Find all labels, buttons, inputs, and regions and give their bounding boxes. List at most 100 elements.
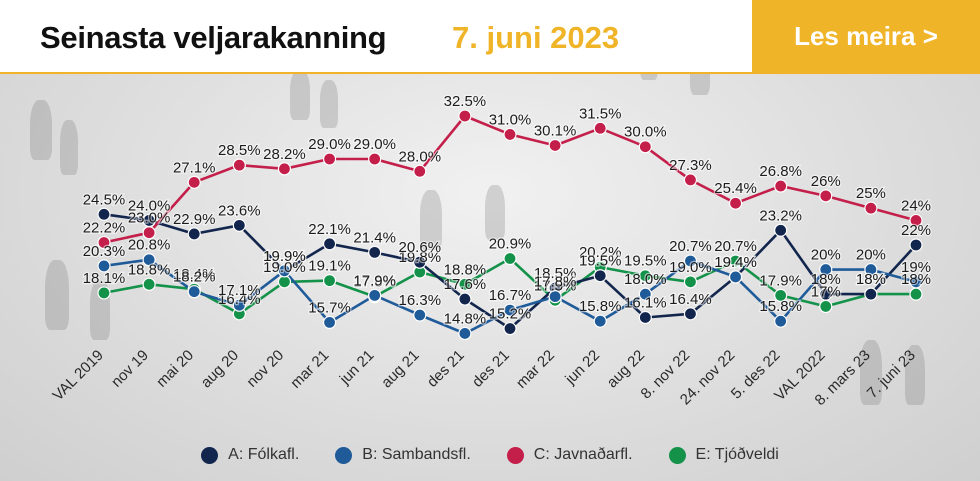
data-label-e: 18.8% xyxy=(444,261,487,278)
data-point-e xyxy=(458,277,472,291)
data-point-b xyxy=(503,303,517,317)
data-label-c: 25% xyxy=(856,185,886,202)
data-point-b xyxy=(819,262,833,277)
data-label-c: 26.8% xyxy=(759,163,802,180)
data-label-c: 22.2% xyxy=(83,220,126,237)
data-point-e xyxy=(322,274,337,288)
data-point-b xyxy=(774,314,788,328)
x-tick-label: mar 22 xyxy=(513,347,558,392)
legend-dot-icon xyxy=(335,446,353,464)
data-label-c: 25.4% xyxy=(714,180,757,197)
legend-item-c: C: Javnaðarfl. xyxy=(506,446,633,464)
data-point-b xyxy=(232,298,246,312)
data-label-c: 29.0% xyxy=(353,136,396,153)
data-label-c: 23.0% xyxy=(128,210,171,227)
x-tick-label: aug 22 xyxy=(604,347,648,391)
data-label-a: 18.5% xyxy=(534,265,577,282)
data-point-b xyxy=(187,285,201,299)
data-point-b xyxy=(322,315,337,329)
data-point-a xyxy=(413,255,427,269)
data-point-c xyxy=(909,213,923,228)
data-point-b xyxy=(728,270,743,284)
data-point-e xyxy=(774,288,788,302)
data-point-c xyxy=(187,175,201,189)
data-point-e xyxy=(909,287,923,301)
data-point-a xyxy=(774,223,788,237)
background-figure xyxy=(860,340,882,405)
x-tick-label: aug 20 xyxy=(198,347,242,391)
poll-date: 7. juni 2023 xyxy=(452,20,620,55)
background-figure xyxy=(45,260,69,330)
data-point-a xyxy=(638,310,652,325)
data-point-b xyxy=(97,259,111,273)
data-label-a: 22.1% xyxy=(308,221,351,238)
data-label-e: 19.5% xyxy=(624,253,667,270)
data-point-b xyxy=(413,308,427,322)
data-label-b: 19.9% xyxy=(263,248,306,265)
data-point-b xyxy=(368,288,382,302)
data-point-a xyxy=(322,237,337,251)
data-point-c xyxy=(277,162,292,176)
x-tick-label: VAL 2019 xyxy=(49,347,106,404)
data-point-b xyxy=(277,264,292,278)
data-point-a xyxy=(593,269,607,283)
data-label-c: 32.5% xyxy=(444,93,487,110)
data-label-b: 20.7% xyxy=(669,238,712,255)
x-tick-label: jun 22 xyxy=(561,347,603,389)
legend-label: B: Sambandsfl. xyxy=(362,446,471,463)
data-point-b xyxy=(142,253,156,267)
chart-legend: A: Fólkafl. B: Sambandsfl. C: Javnaðarfl. E… xyxy=(0,438,980,472)
data-label-b: 16.7% xyxy=(489,287,532,304)
legend-item-e: E: Tjóðveldi xyxy=(668,446,779,464)
data-label-b: 18.2% xyxy=(173,269,216,286)
data-label-a: 15.2% xyxy=(489,306,532,323)
data-label-a: 21.4% xyxy=(353,229,396,246)
data-label-a: 19.4% xyxy=(714,254,757,271)
data-point-a xyxy=(97,207,111,221)
data-label-a: 20.6% xyxy=(399,239,442,256)
data-point-b xyxy=(864,262,878,277)
legend-item-b: B: Sambandsfl. xyxy=(335,446,471,464)
data-point-e xyxy=(683,275,698,289)
data-label-c: 27.3% xyxy=(669,157,712,174)
data-point-a xyxy=(819,287,833,301)
legend-item-a: A: Fólkafl. xyxy=(201,446,299,464)
legend-label: A: Fólkafl. xyxy=(228,446,300,463)
data-label-b: 19.4% xyxy=(714,254,757,271)
header-bar: Seinasta veljarakanning 7. juni 2023 Les… xyxy=(0,0,980,72)
data-label-b: 16.3% xyxy=(399,292,442,309)
data-label-e: 17.5% xyxy=(534,277,577,294)
data-label-b: 14.8% xyxy=(444,310,487,327)
data-point-c xyxy=(819,189,833,203)
data-point-e xyxy=(277,275,292,289)
data-point-c xyxy=(638,140,652,154)
data-label-b: 17.8% xyxy=(534,274,577,291)
data-label-e: 18% xyxy=(856,271,886,288)
data-point-a xyxy=(368,245,382,259)
data-label-e: 18% xyxy=(901,271,931,288)
data-label-e: 19.1% xyxy=(308,258,351,275)
data-label-c: 28.2% xyxy=(263,146,306,163)
read-more-button[interactable]: Les meira > xyxy=(752,0,980,72)
data-label-c: 31.0% xyxy=(489,111,532,128)
legend-label: C: Javnaðarfl. xyxy=(533,446,633,463)
data-point-c xyxy=(458,109,472,123)
data-point-e xyxy=(728,254,743,268)
data-label-e: 20.2% xyxy=(579,244,622,261)
data-label-e: 17% xyxy=(811,283,841,300)
data-label-a: 23.6% xyxy=(218,202,261,219)
data-point-a xyxy=(909,238,923,252)
legend-label: E: Tjóðveldi xyxy=(695,446,779,463)
data-point-c xyxy=(728,196,743,210)
data-label-c: 30.1% xyxy=(534,122,577,139)
data-point-e xyxy=(819,299,833,314)
data-point-c xyxy=(864,201,878,215)
data-label-a: 19.5% xyxy=(579,253,622,270)
data-point-c xyxy=(683,173,698,187)
data-label-b: 19% xyxy=(901,259,931,276)
data-label-b: 20% xyxy=(811,247,841,264)
data-label-b: 20.8% xyxy=(128,237,171,254)
legend-dot-icon xyxy=(506,446,524,464)
